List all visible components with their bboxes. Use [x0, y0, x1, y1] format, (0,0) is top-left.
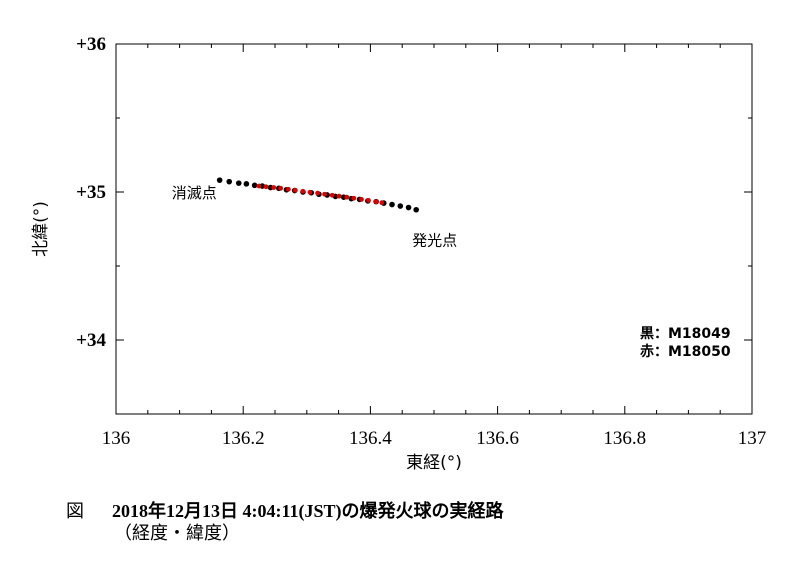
x-axis-label: 東経(°)	[406, 453, 462, 473]
data-point	[235, 180, 242, 186]
legend-entry: 赤：M18050	[640, 344, 731, 360]
y-tick-labels: +34 +35 +36	[76, 34, 106, 351]
y-tick-label: +36	[76, 34, 106, 55]
data-point	[292, 187, 298, 193]
annotation: 発光点	[412, 231, 457, 249]
caption-lead: 図	[66, 501, 84, 522]
data-point	[405, 204, 412, 211]
data-point	[307, 189, 313, 195]
data-point	[285, 186, 291, 192]
x-tick-label: 136	[102, 428, 131, 449]
data-point	[300, 188, 306, 194]
data-point	[344, 194, 350, 200]
y-axis-label: 北緯(°)	[31, 201, 51, 257]
data-point	[251, 182, 258, 189]
x-tick-label: 136.2	[222, 428, 265, 449]
data-point	[315, 190, 321, 196]
y-tick-label: +34	[76, 330, 106, 351]
figure-caption: 図 2018年12月13日 4:04:11(JST)の爆発火球の実経路 （経度・緯…	[66, 500, 504, 545]
data-point	[397, 203, 404, 209]
data-point	[226, 178, 233, 185]
legend-entry: 黒：M18049	[640, 326, 731, 342]
data-point	[271, 185, 277, 190]
series-m18050	[256, 183, 385, 206]
data-point	[366, 198, 371, 203]
x-tick-labels: 136 136.2 136.4 136.6 136.8 137	[102, 428, 767, 449]
annotation: 消滅点	[172, 184, 217, 202]
x-tick-label: 136.6	[476, 428, 519, 449]
data-point	[336, 193, 342, 199]
chart: 136 136.2 136.4 136.6 136.8 137 +34 +35 +36 東経(…	[31, 34, 767, 473]
data-point	[216, 177, 223, 183]
caption-subtitle: （経度・緯度）	[114, 523, 240, 544]
caption-title: 2018年12月13日 4:04:11(JST)の爆発火球の実経路	[112, 501, 504, 521]
data-point	[351, 195, 357, 201]
data-point	[413, 206, 419, 213]
x-tick-label: 136.4	[349, 428, 392, 449]
data-point	[373, 199, 379, 205]
data-point	[322, 191, 328, 197]
data-point	[256, 183, 262, 189]
data-point	[359, 197, 364, 202]
data-point	[278, 185, 284, 191]
data-point	[243, 181, 250, 187]
data-point	[389, 201, 395, 208]
y-tick-label: +35	[76, 182, 106, 203]
data-point	[263, 184, 269, 190]
data-point	[379, 200, 385, 206]
x-tick-label: 137	[738, 428, 767, 449]
x-tick-label: 136.8	[603, 428, 646, 449]
axis-ticks	[115, 43, 753, 415]
data-point	[329, 192, 335, 198]
